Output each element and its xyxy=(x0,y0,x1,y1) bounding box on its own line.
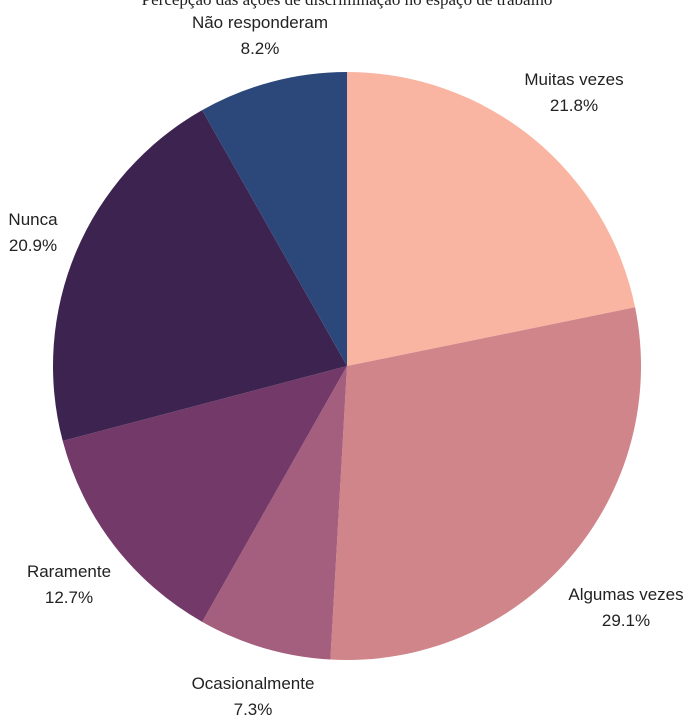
slice-label-nao-responderam: Não responderam xyxy=(192,13,328,32)
slice-percent-muitas-vezes: 21.8% xyxy=(550,96,598,115)
chart-title: Percepção das ações de discriminação no … xyxy=(142,0,553,9)
pie-slices xyxy=(53,72,642,661)
slice-nao-responderam xyxy=(202,72,347,366)
slice-algumas-vezes xyxy=(330,307,642,661)
slice-label-ocasionalmente: Ocasionalmente xyxy=(192,674,315,693)
pie-labels: Muitas vezes 21.8% Algumas vezes 29.1% Ocasi… xyxy=(8,13,683,717)
slice-label-nunca: Nunca xyxy=(8,210,58,229)
slice-label-raramente: Raramente xyxy=(27,562,111,581)
slice-ocasionalmente xyxy=(202,366,347,660)
slice-label-algumas-vezes: Algumas vezes xyxy=(568,585,683,604)
slice-nunca xyxy=(53,110,347,441)
slice-percent-algumas-vezes: 29.1% xyxy=(602,611,650,630)
slice-percent-ocasionalmente: 7.3% xyxy=(234,700,273,717)
slice-muitas-vezes xyxy=(347,72,636,366)
slice-raramente xyxy=(62,366,347,622)
slice-percent-nao-responderam: 8.2% xyxy=(241,39,280,58)
slice-label-muitas-vezes: Muitas vezes xyxy=(524,70,623,89)
slice-percent-nunca: 20.9% xyxy=(9,236,57,255)
slice-percent-raramente: 12.7% xyxy=(45,588,93,607)
